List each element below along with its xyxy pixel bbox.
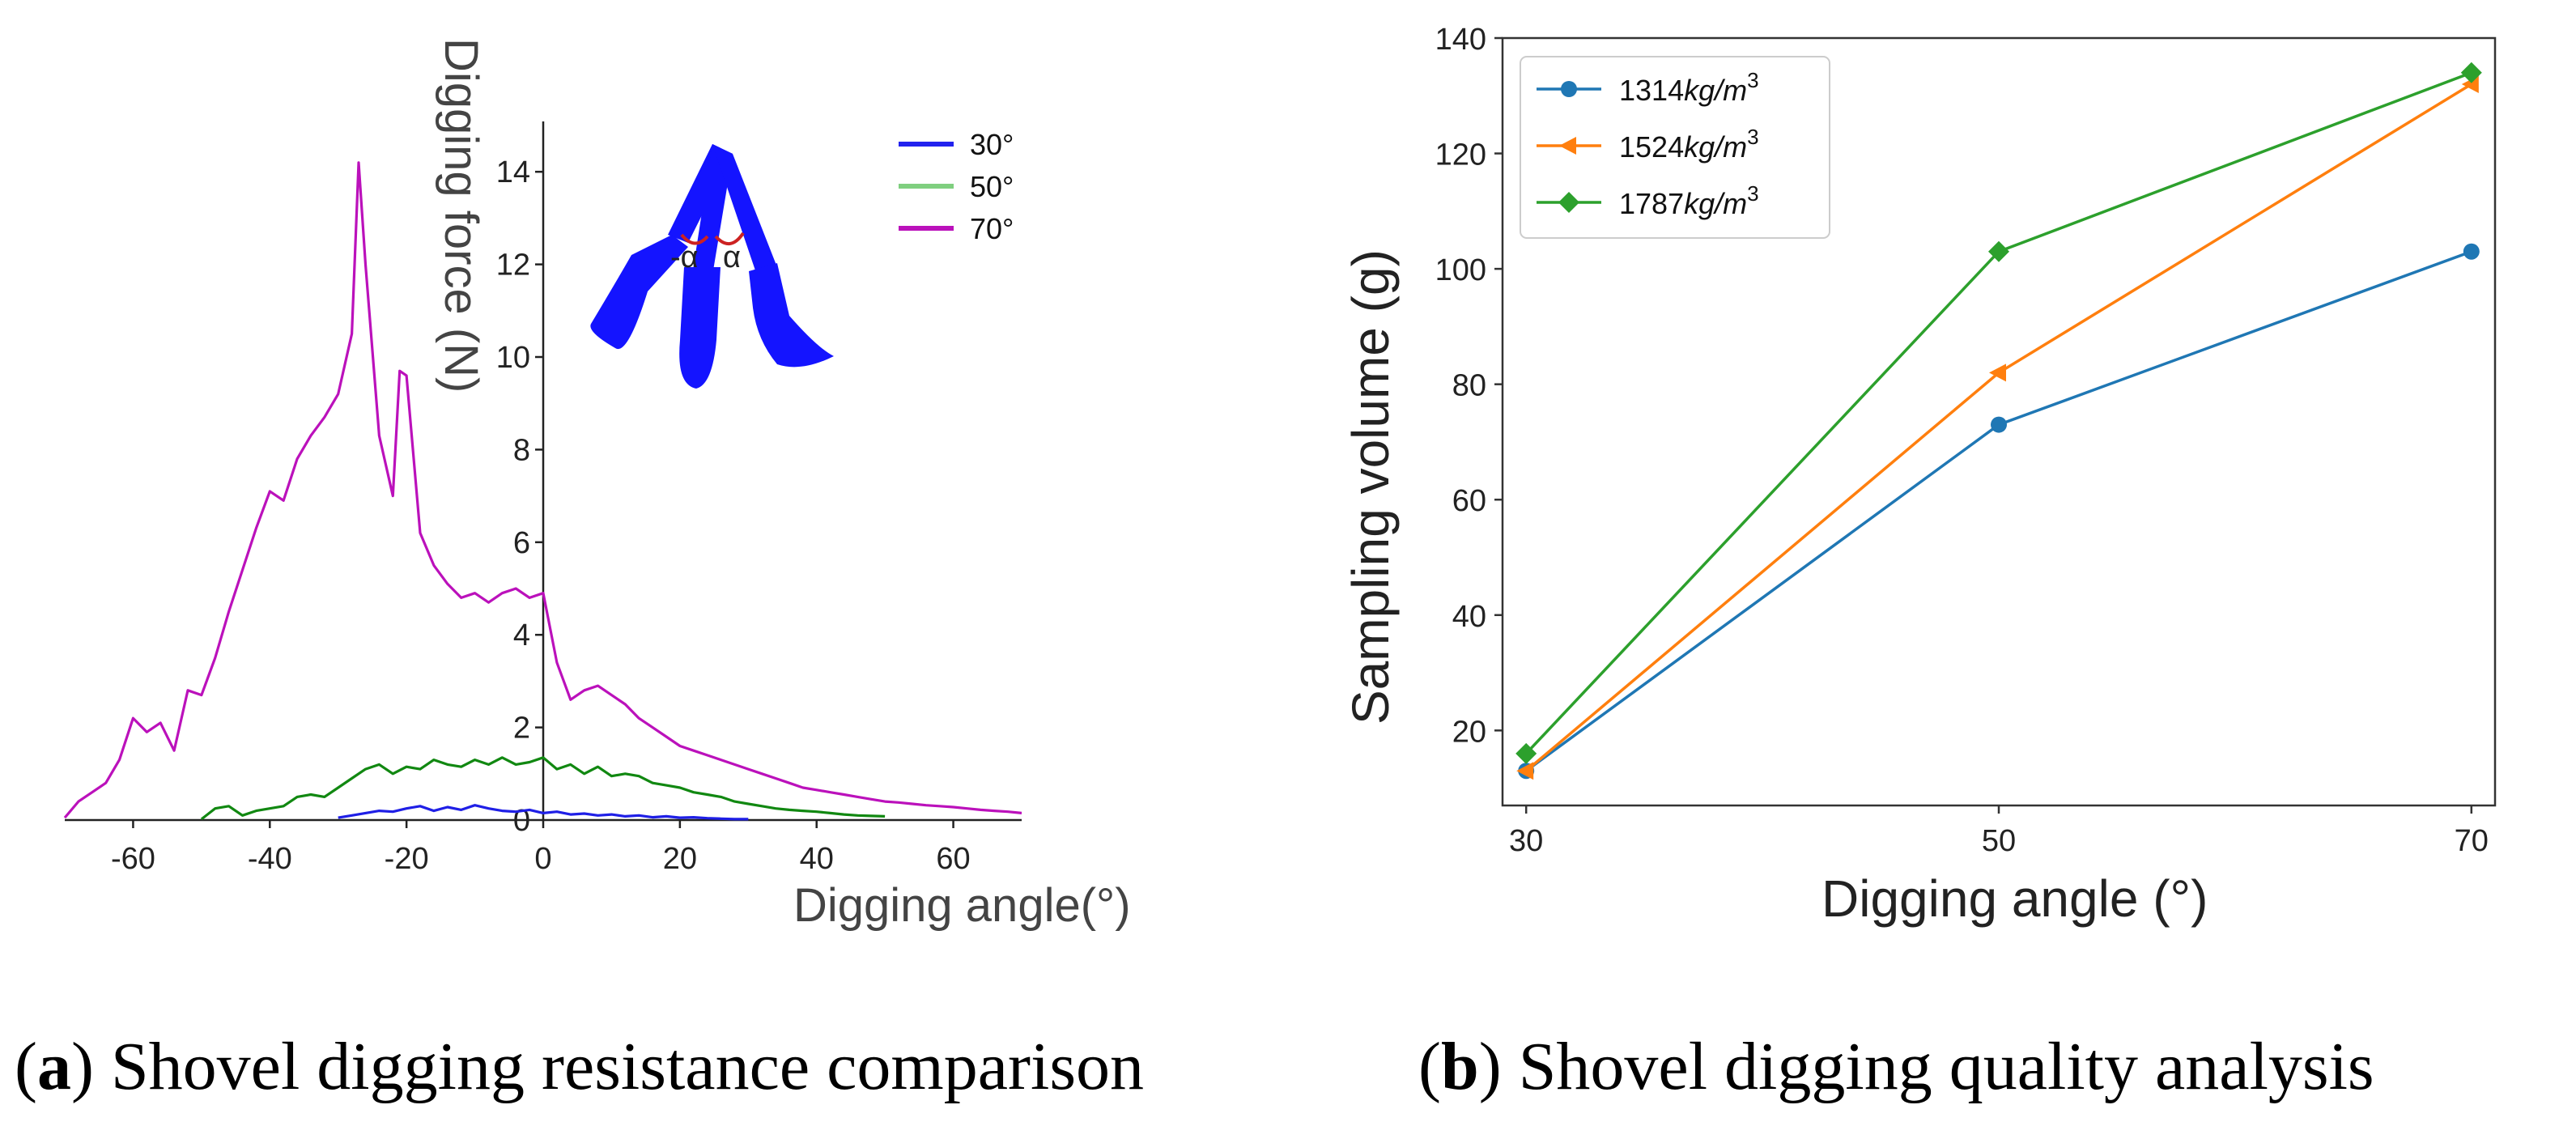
panel-b-y-tick-label: 60 [1452,484,1486,518]
panel-b-chart: 20 40 60 80 100 120 140 30 50 70 1314kg/m3 1524kg… [1341,23,2497,928]
shovel-right-icon [712,144,777,275]
panel-b-y-tick-label: 140 [1435,23,1486,57]
panel-b-legend-label: 1314kg/m3 [1619,68,1759,107]
panel-a-y-tick-label: 8 [513,433,530,467]
panel-a-x-tick-label: -40 [248,842,292,876]
series-1787 [1515,62,2482,764]
caption-b-text: Shovel digging quality analysis [1502,1029,2374,1104]
panel-a-y-tick-label: 6 [513,526,530,560]
panel-a-y-tick-label: 12 [496,249,530,283]
panel-a-legend-label: 50° [970,170,1014,203]
panel-b-legend-marker [1558,192,1579,213]
panel-b-x-tick-label: 70 [2455,824,2489,858]
panel-b-y-axis-title: Sampling volume (g) [1341,249,1400,725]
series-line-30deg [338,804,749,821]
data-point-1314-70 [2463,243,2480,260]
caption-b: (b) Shovel digging quality analysis [1418,1029,2374,1104]
panel-b-y-tick-label: 80 [1452,369,1486,403]
series-line-50deg [200,756,886,821]
panel-a-y-tick-label: 4 [513,618,530,652]
panel-a-y-tick-label: 14 [496,155,530,189]
panel-b-x-tick-label: 50 [1982,824,2016,858]
data-point-1524-30 [1516,762,1534,780]
panel-b-y-tick-label: 20 [1452,715,1486,749]
data-point-1314-50 [1991,416,2007,433]
panel-b-y-tick-label: 40 [1452,600,1486,634]
shovel-right-blade-icon [749,263,834,368]
caption-a-text: Shovel digging resistance comparison [94,1029,1144,1104]
panel-b-legend-box [1520,56,1830,239]
panel-a-series-group [63,161,1022,821]
data-point-1787-70 [2460,62,2482,83]
data-point-1787-30 [1515,742,1537,764]
panel-a-legend: 30° 50° 70° [899,128,1014,245]
panel-a-legend-label: 30° [970,128,1014,161]
panel-a-y-tick-label: 10 [496,341,530,375]
panel-a-x-tick-label: 60 [936,842,970,876]
angle-arc-right-icon [714,232,745,245]
panel-b-legend: 1314kg/m3 1524kg/m3 1787kg/m3 [1520,56,1830,239]
panel-b-x-axis-title: Digging angle (°) [1821,869,2208,928]
panel-b-x-ticks: 30 50 70 [1509,805,2489,858]
inset-label-minus-alpha: -α [670,240,699,274]
panel-a-legend-label: 70° [970,212,1014,245]
panel-b-legend-label: 1524kg/m3 [1619,125,1759,164]
panel-b-legend-label: 1787kg/m3 [1619,181,1759,220]
panel-a-x-tick-label: -20 [385,842,429,876]
data-point-1787-50 [1988,240,2009,262]
shovel-center-blade-icon [679,267,721,389]
panel-a-x-tick-label: 20 [663,842,697,876]
panel-b-legend-marker [1559,137,1576,155]
panel-b-x-tick-label: 30 [1509,824,1543,858]
data-point-1524-50 [1989,363,2006,382]
series-1314 [1518,243,2480,780]
caption-b-letter: b [1441,1029,1479,1104]
shovel-left-blade-icon [590,235,688,350]
panel-a-y-tick-label: 2 [513,712,530,746]
inset-label-alpha: α [723,240,741,274]
shovel-inset-illustration: -α α [590,144,834,389]
panel-a-x-axis-title: Digging angle(°) [793,879,1131,932]
series-line-1314 [1525,250,2472,772]
panel-b-series-group [1515,62,2482,780]
angle-arc-left-icon [680,233,709,245]
panel-b-legend-marker [1561,81,1577,97]
panel-a-chart: 2 4 6 8 10 12 14 0 -60 -40 -20 0 20 40 60 -α α 30° 50°… [63,38,1131,932]
caption-a-letter: a [37,1029,71,1104]
panel-b-y-tick-label: 120 [1435,138,1486,172]
panel-a-x-tick-label: 40 [800,842,834,876]
panel-a-x-ticks: -60 -40 -20 0 20 40 60 [111,820,971,876]
caption-a: (a) Shovel digging resistance comparison [15,1029,1144,1104]
panel-b-y-ticks: 20 40 60 80 100 120 140 [1435,23,1503,749]
panel-a-y-axis-title: Digging force (N) [435,38,487,393]
panel-a-x-tick-label: 0 [534,842,551,876]
series-line-70deg [63,161,1022,819]
panel-b-y-tick-label: 100 [1435,253,1486,287]
panel-a-x-tick-label: -60 [111,842,155,876]
